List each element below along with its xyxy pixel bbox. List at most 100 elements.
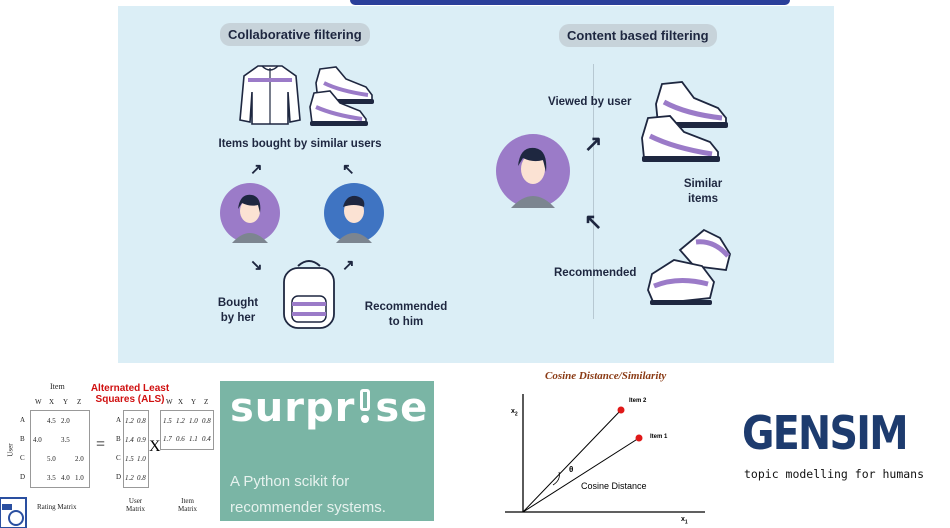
user-matrix-caption: User Matrix	[126, 497, 145, 513]
item-matrix-caption: Item Matrix	[178, 497, 197, 513]
sneakers-icon	[309, 66, 374, 126]
recommendation-diagram-panel: Collaborative filtering Items bought by …	[118, 6, 834, 363]
item-cell: 1.2	[176, 417, 185, 425]
user-cell: 0.9	[137, 436, 146, 444]
surprise-tagline-line1: A Python scikit for	[230, 473, 350, 490]
rating-cell: 2.0	[75, 455, 84, 463]
rating-cell: 3.5	[47, 474, 56, 482]
item-caption-line1: Item	[181, 497, 194, 505]
content-based-filtering-heading: Content based filtering	[559, 24, 717, 47]
rating-cell: 3.5	[61, 436, 70, 444]
user-cell: 1.2	[125, 417, 134, 425]
recommended-label-line1: Recommended	[364, 301, 448, 313]
recommended-to-him-label: Recommended to him	[356, 300, 456, 330]
item-axis-label: Item	[50, 382, 65, 391]
surprise-i-glyph	[357, 389, 373, 425]
als-title-line2: Squares (ALS)	[95, 394, 165, 405]
rating-col-z: Z	[77, 398, 82, 406]
arrow-down-right: ↘	[250, 257, 263, 274]
rating-matrix-grid	[30, 410, 90, 488]
surprise-wordmark-part2: se	[375, 385, 429, 431]
backpack-icon	[283, 260, 335, 329]
user-row-c: C	[116, 454, 121, 462]
viewed-by-user-label: Viewed by user	[548, 96, 632, 108]
user-row-a: A	[116, 416, 122, 424]
item-cell: 0.4	[202, 435, 211, 443]
surprise-library-logo: surpr se A Python scikit for recommender …	[220, 381, 434, 521]
surprise-wordmark: surpr se	[230, 385, 428, 431]
user-cell: 0.8	[137, 417, 146, 425]
user-axis-label: User	[6, 443, 15, 457]
user-cell: 1.4	[125, 436, 134, 444]
man-avatar	[324, 183, 384, 243]
arrow-up-right: ↗	[342, 257, 355, 274]
collaborative-filtering-heading: Collaborative filtering	[220, 23, 370, 46]
rating-row-a: A	[20, 416, 26, 424]
recommended-label: Recommended	[554, 267, 637, 279]
rating-matrix-caption: Rating Matrix	[37, 503, 77, 511]
woman-avatar	[220, 183, 280, 243]
item2-point	[617, 406, 625, 414]
corner-logo-icon	[0, 497, 27, 528]
als-matrix-factorization-figure: Item Alternated Least Squares (ALS) User…	[0, 372, 215, 522]
item-cell: 1.1	[189, 435, 198, 443]
cosine-distance-label: Cosine Distance	[581, 481, 647, 491]
item-cell: 1.7	[163, 435, 172, 443]
jacket-icon	[239, 65, 301, 125]
rating-col-w: W	[35, 398, 42, 406]
x-axis-subscript: 1	[684, 519, 688, 526]
bought-by-her-label: Bought by her	[210, 296, 266, 326]
rating-cell: 5.0	[47, 455, 56, 463]
item1-label: Item 1	[650, 434, 668, 440]
item-cell: 1.0	[189, 417, 198, 425]
item-caption-line2: Matrix	[178, 505, 198, 513]
top-banner-strip	[350, 0, 790, 5]
recommended-sneakers-icon	[647, 228, 731, 305]
rating-row-b: B	[20, 435, 25, 443]
user-cell: 1.0	[137, 455, 146, 463]
bought-label-line1: Bought	[217, 297, 259, 309]
cosine-similarity-diagram: Cosine Distance/Similarity Item 2 Item 1…	[495, 368, 725, 528]
user-caption-line1: User	[128, 497, 143, 505]
als-title-line1: Alternated Least	[90, 383, 170, 394]
user-cell: 1.5	[125, 455, 134, 463]
arrow-up-right: ↗	[584, 131, 603, 156]
item-col-y: Y	[191, 398, 197, 406]
viewed-sneakers-icon	[641, 81, 728, 162]
rating-cell: 4.0	[33, 436, 42, 444]
item1-point	[635, 434, 643, 442]
als-title: Alternated Least Squares (ALS)	[90, 383, 170, 405]
rating-col-y: Y	[63, 398, 69, 406]
gensim-logo: GENSIM topic modelling for humans	[738, 370, 924, 510]
x-axis-label: x1	[681, 516, 688, 525]
surprise-tagline: A Python scikit for recommender systems.	[230, 469, 386, 521]
similar-label-line2: items	[687, 193, 719, 205]
surprise-wordmark-part1: surpr	[230, 385, 356, 431]
rating-cell: 2.0	[61, 417, 70, 425]
rating-row-c: C	[20, 454, 25, 462]
user-cell: 1.2	[125, 474, 134, 482]
theta-symbol: θ	[569, 465, 574, 474]
item2-label: Item 2	[629, 398, 647, 404]
item-cell: 0.6	[176, 435, 185, 443]
cosine-title: Cosine Distance/Similarity	[545, 370, 667, 382]
cosine-axes	[505, 394, 705, 513]
similar-label-line1: Similar	[683, 178, 723, 190]
item-col-z: Z	[204, 398, 209, 406]
similar-items-label: Similar items	[673, 177, 733, 207]
gensim-tagline: topic modelling for humans	[744, 467, 925, 481]
rating-row-d: D	[20, 473, 26, 481]
user-caption-line2: Matrix	[126, 505, 146, 513]
item-cell: 0.8	[202, 417, 211, 425]
user-cell: 0.8	[137, 474, 146, 482]
y-axis-subscript: 2	[514, 411, 518, 418]
multiply-sign: X	[149, 438, 161, 455]
item-col-x: X	[178, 398, 184, 406]
y-axis-label: x2	[511, 408, 518, 417]
arrow-up-left: ↖	[584, 209, 603, 234]
user-avatar	[496, 134, 570, 208]
user-row-d: D	[116, 473, 122, 481]
equals-sign: =	[96, 436, 106, 453]
gensim-wordmark: GENSIM	[742, 406, 909, 460]
item-matrix-grid	[160, 410, 214, 450]
